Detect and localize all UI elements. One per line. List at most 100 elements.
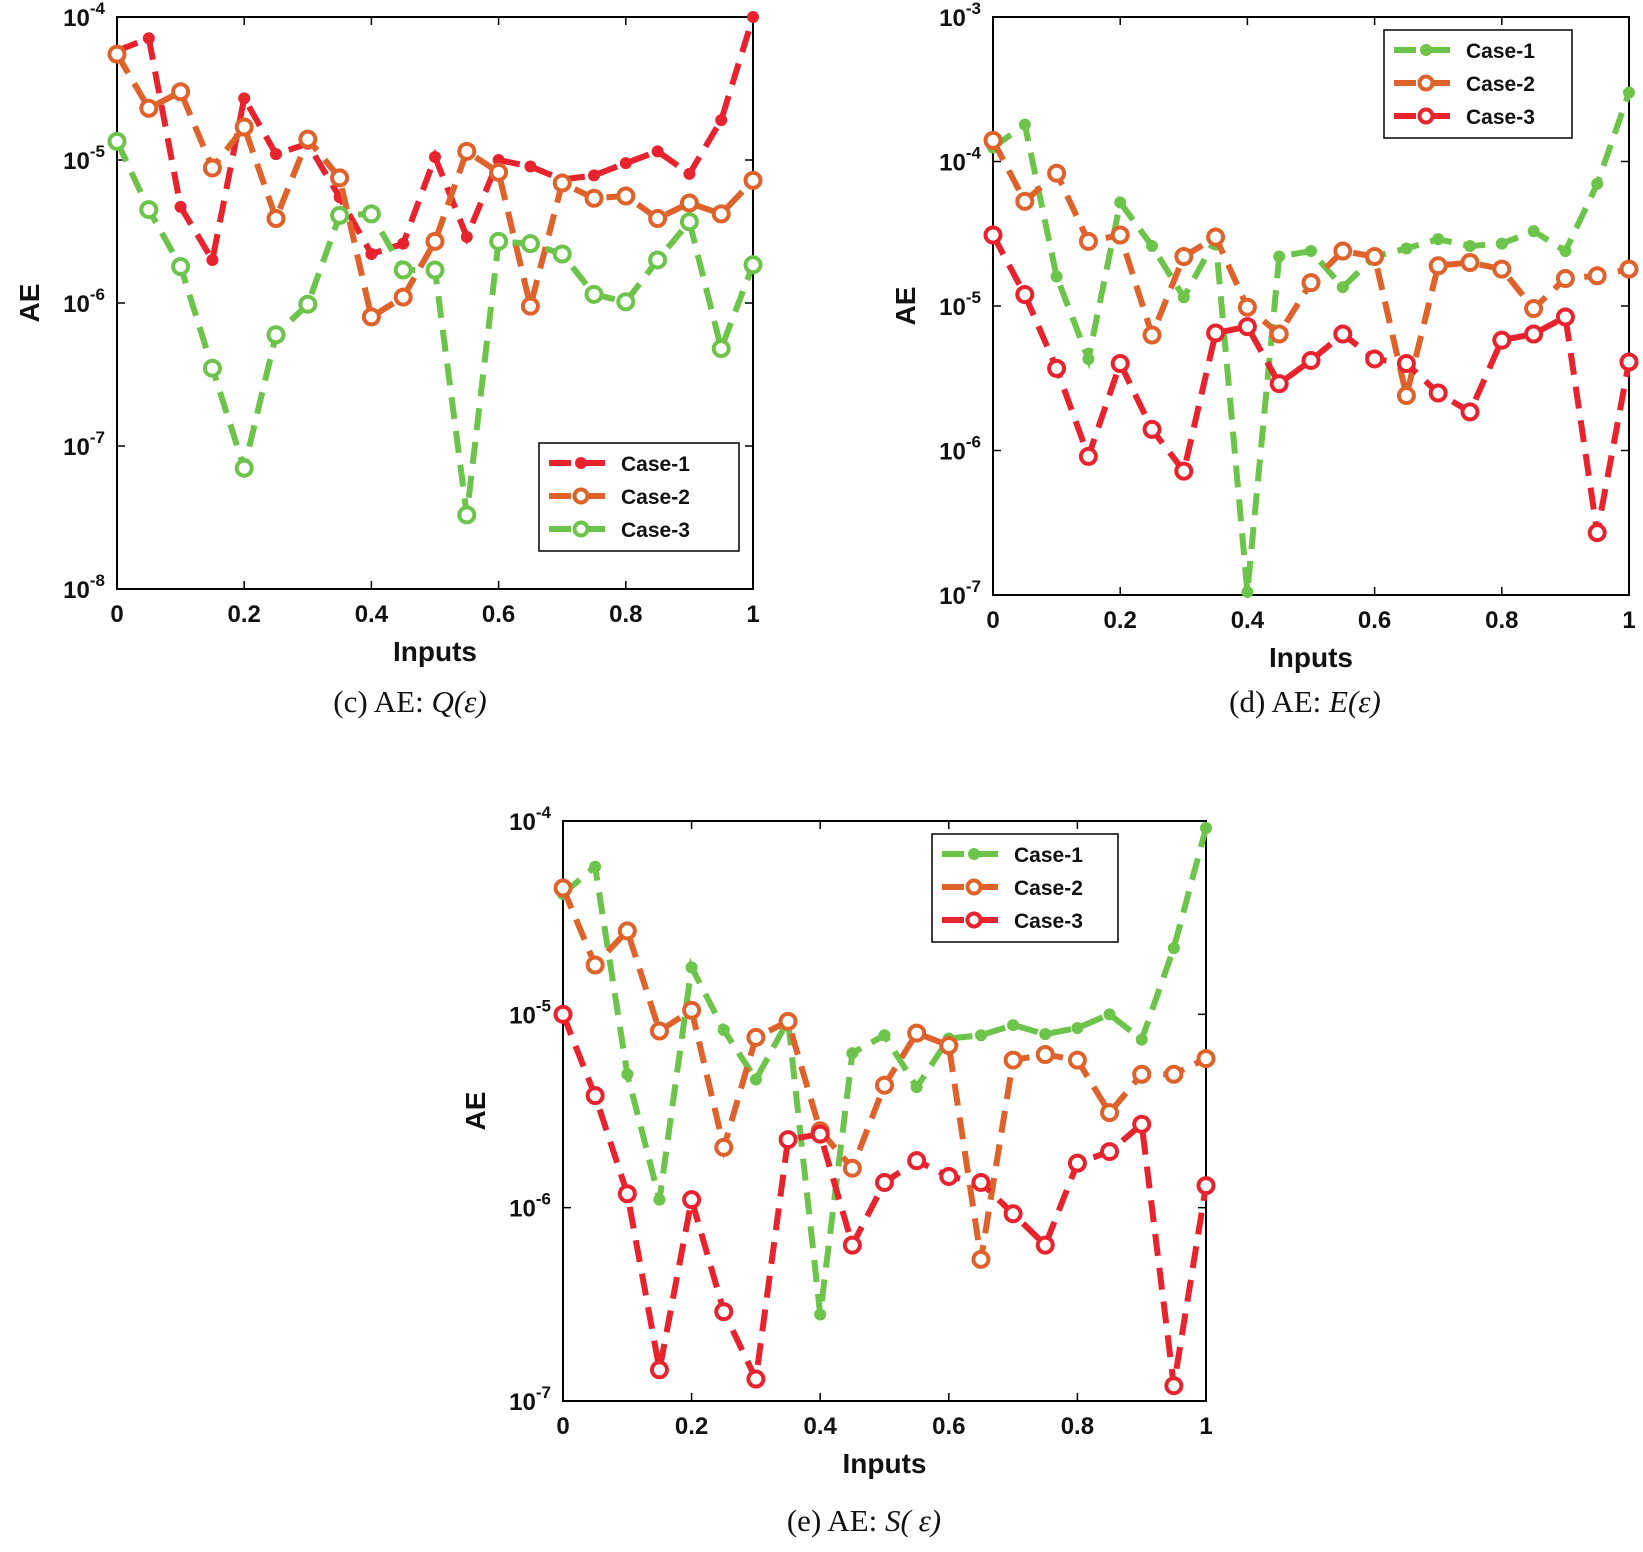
- data-point-case-1: [1527, 225, 1540, 238]
- data-point-case-2: [1428, 256, 1448, 276]
- data-point-case-1: [492, 154, 505, 166]
- legend: Case-1 Case-2 Case-3: [1383, 29, 1573, 139]
- data-point-case-1: [651, 145, 664, 158]
- data-point-case-1: [910, 1081, 923, 1094]
- data-point-case-1: [1082, 352, 1095, 365]
- data-point-case-2: [1555, 268, 1575, 288]
- data-point-case-3: [1524, 324, 1544, 344]
- data-point-case-3: [1396, 354, 1416, 374]
- legend: Case-1 Case-2 Case-3: [538, 442, 740, 552]
- x-axis-label: Inputs: [843, 1448, 927, 1479]
- data-point-case-1: [588, 169, 600, 182]
- data-point-case-1: [1464, 240, 1476, 253]
- data-point-case-2: [746, 1027, 766, 1047]
- data-point-case-3: [983, 225, 1003, 245]
- data-point-case-3: [1100, 1142, 1120, 1162]
- data-point-case-2: [682, 1000, 702, 1020]
- data-point-case-2: [266, 208, 286, 228]
- data-point-case-1: [1167, 942, 1180, 955]
- legend-label: Case-2: [621, 486, 690, 509]
- data-point-case-3: [1047, 358, 1067, 378]
- data-point-case-3: [810, 1124, 830, 1144]
- data-point-case-2: [361, 307, 381, 327]
- data-point-case-2: [393, 287, 413, 307]
- plot-area: [562, 820, 1207, 1402]
- data-point-case-1: [685, 961, 698, 974]
- data-point-case-3: [1067, 1153, 1087, 1173]
- legend-marker: [965, 878, 983, 896]
- data-point-case-1: [589, 860, 602, 873]
- data-point-case-3: [1003, 1204, 1023, 1224]
- legend-label: Case-2: [1466, 73, 1535, 96]
- data-point-case-2: [714, 1137, 734, 1157]
- data-point-case-3: [585, 1086, 605, 1106]
- data-point-case-1: [749, 1073, 762, 1086]
- data-point-case-3: [778, 1130, 798, 1150]
- series-line-case-3: [990, 233, 1632, 534]
- legend-label: Case-1: [621, 453, 690, 476]
- data-point-case-1: [1071, 1021, 1084, 1034]
- data-point-case-2: [202, 158, 222, 178]
- data-point-case-2: [1333, 241, 1353, 261]
- data-point-case-1: [1559, 245, 1572, 258]
- data-point-case-1: [715, 114, 728, 127]
- data-point-case-3: [457, 505, 477, 525]
- data-point-case-2: [1174, 247, 1194, 267]
- data-point-case-1: [174, 200, 187, 213]
- data-point-case-3: [617, 1184, 637, 1204]
- data-point-case-3: [552, 244, 572, 264]
- data-point-case-3: [875, 1172, 894, 1192]
- data-point-case-2: [1142, 325, 1162, 345]
- data-point-case-2: [234, 117, 254, 137]
- x-tick-label: 0.8: [1485, 607, 1518, 634]
- legend-label: Case-1: [1466, 40, 1535, 63]
- data-point-case-1: [1018, 118, 1031, 131]
- data-point-case-1: [1336, 281, 1349, 294]
- data-point-case-3: [298, 294, 318, 314]
- legend-label: Case-3: [621, 519, 690, 542]
- data-point-case-1: [397, 237, 410, 250]
- data-point-case-3: [1333, 324, 1353, 344]
- x-tick-label: 0: [986, 607, 999, 634]
- x-tick-label: 0.4: [355, 601, 389, 628]
- chart-caption: (d) AE: E(ε): [1229, 684, 1381, 719]
- y-tick-label: 10-8: [63, 571, 105, 604]
- data-point-case-1: [1591, 177, 1604, 190]
- y-tick-label: 10-5: [63, 142, 105, 175]
- data-point-case-3: [393, 260, 413, 280]
- y-tick-label: 10-3: [939, 0, 981, 32]
- data-point-case-2: [1035, 1044, 1055, 1064]
- data-point-case-1: [1177, 291, 1190, 304]
- series-line-case-2: [114, 52, 756, 322]
- data-point-case-1: [142, 32, 155, 45]
- data-point-case-3: [616, 292, 636, 312]
- data-point-case-3: [1619, 352, 1639, 372]
- data-point-case-2: [520, 296, 540, 316]
- data-point-case-2: [553, 878, 573, 898]
- x-tick-label: 0: [110, 601, 123, 628]
- data-point-case-1: [1135, 1033, 1148, 1046]
- data-point-case-1: [717, 1023, 730, 1036]
- data-point-case-3: [1035, 1235, 1055, 1255]
- data-point-case-2: [171, 82, 191, 102]
- y-tick-label: 10-6: [63, 285, 105, 318]
- data-point-case-2: [457, 141, 477, 161]
- data-point-case-2: [679, 193, 699, 213]
- data-point-case-3: [711, 339, 731, 359]
- y-tick-label: 10-5: [939, 288, 981, 321]
- data-point-case-2: [1587, 266, 1607, 286]
- data-point-case-2: [616, 186, 636, 206]
- chart-e: 0 0.2 0.4 0.6 0.8 1 10-7 10-6 10-5 10-4 Inputs AE Ca…: [460, 803, 1216, 1538]
- legend: Case-1 Case-2 Case-3: [931, 833, 1119, 943]
- data-point-case-3: [330, 205, 350, 225]
- data-point-case-1: [1623, 86, 1635, 99]
- y-tick-label: 10-7: [509, 1383, 551, 1416]
- data-point-case-2: [617, 921, 637, 941]
- data-point-case-1: [1432, 233, 1445, 246]
- data-point-case-3: [489, 231, 509, 251]
- data-point-case-2: [648, 208, 668, 228]
- data-point-case-1: [1050, 270, 1063, 283]
- data-point-case-1: [1146, 240, 1158, 253]
- data-point-case-2: [1301, 273, 1321, 293]
- x-tick-label: 1: [1622, 607, 1635, 634]
